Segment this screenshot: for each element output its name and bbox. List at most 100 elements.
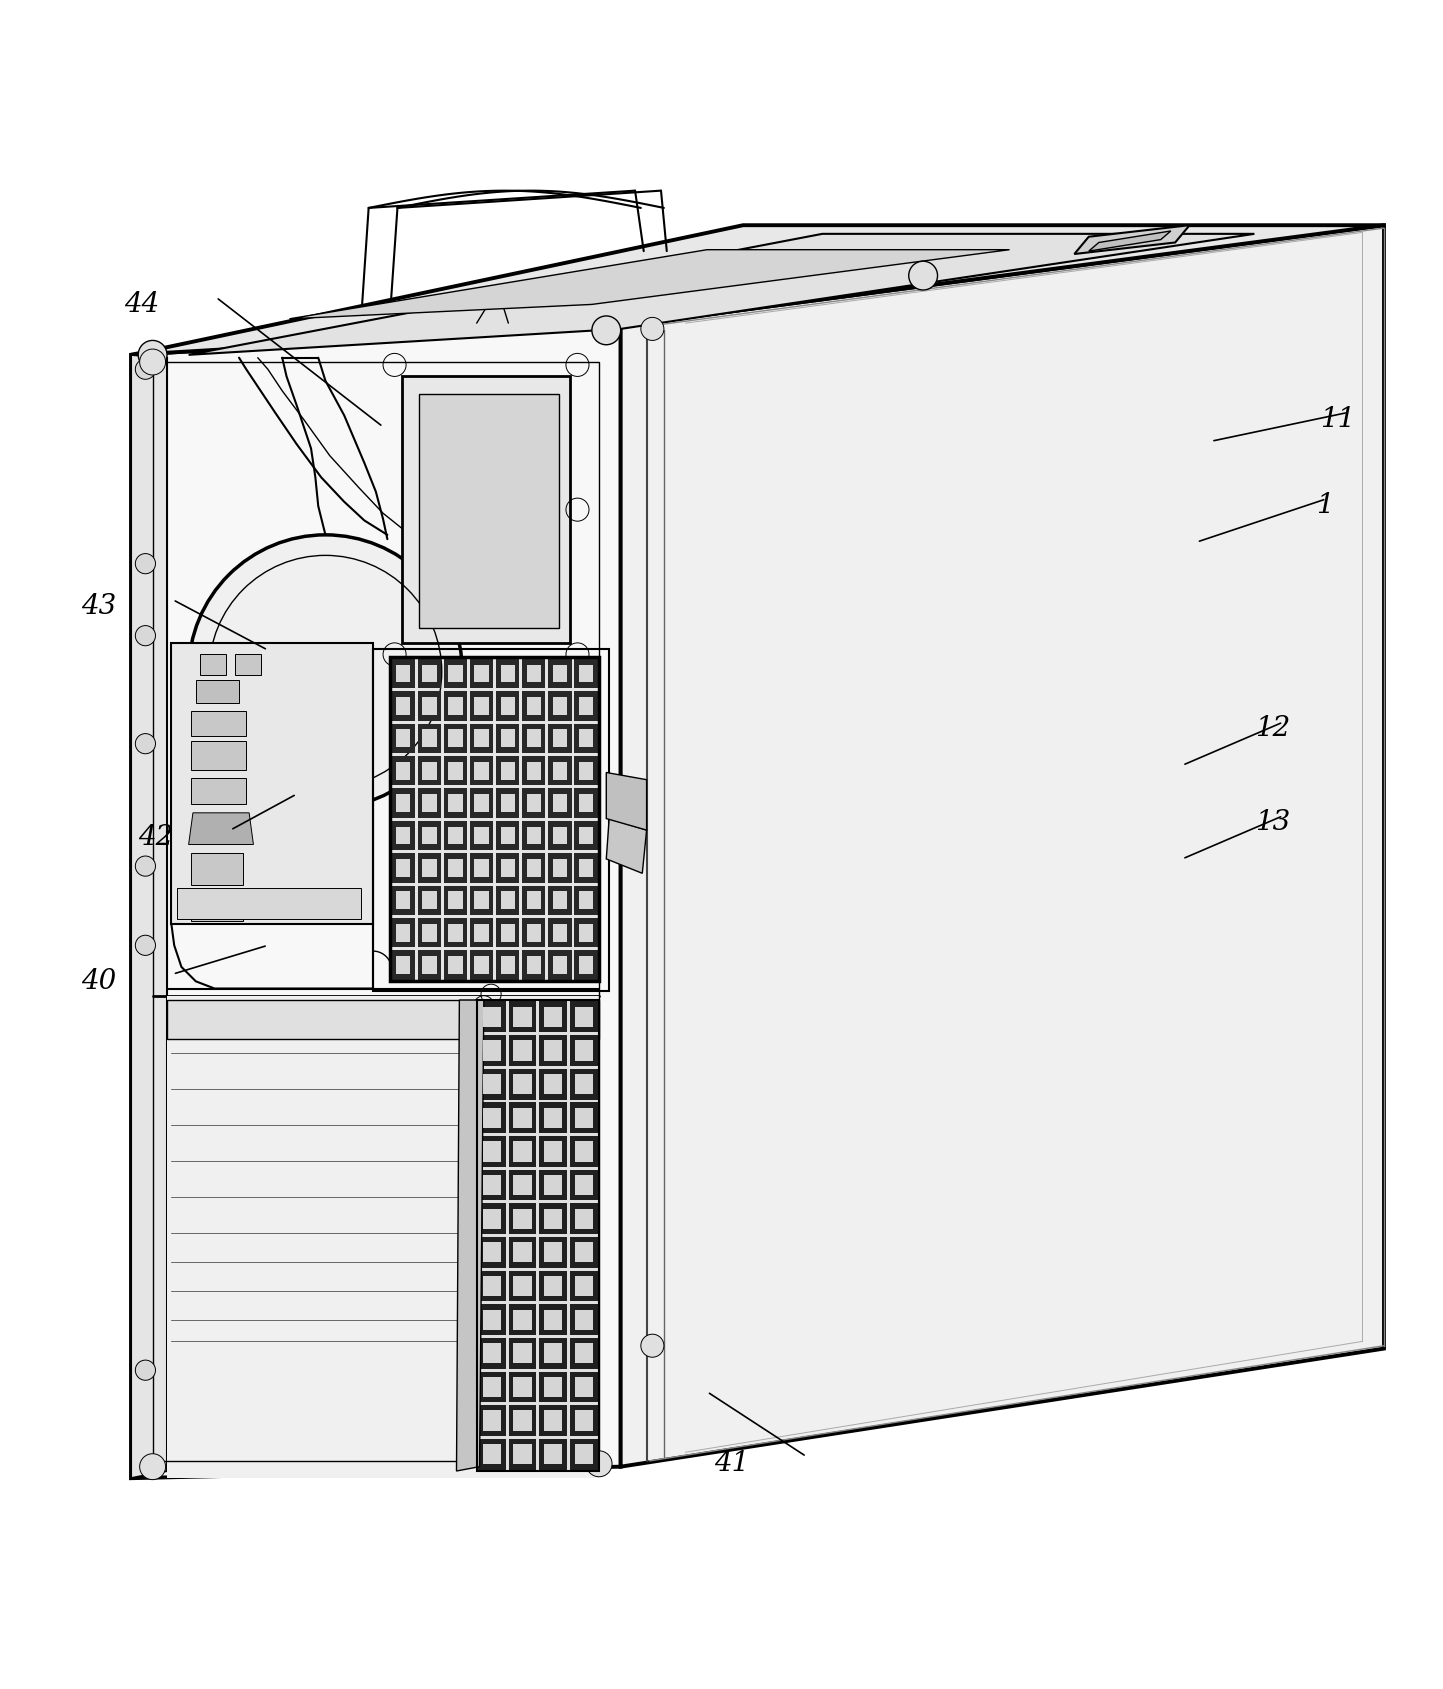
Bar (444, 757, 468, 785)
Bar (397, 730, 410, 747)
Bar (527, 664, 541, 682)
Bar (470, 691, 494, 721)
Bar (423, 762, 437, 780)
Bar (496, 821, 519, 850)
Bar (478, 1371, 506, 1402)
Bar (397, 826, 410, 844)
Bar (192, 853, 244, 885)
Bar (548, 885, 571, 915)
Bar (514, 1040, 532, 1061)
Bar (470, 659, 494, 687)
Bar (509, 1338, 537, 1368)
Bar (483, 1007, 501, 1027)
Bar (391, 951, 416, 980)
Bar (418, 951, 442, 980)
Bar (483, 1444, 501, 1464)
Bar (501, 664, 515, 682)
Bar (574, 757, 597, 785)
Bar (501, 730, 515, 747)
Bar (470, 789, 494, 817)
Bar (470, 885, 494, 915)
Polygon shape (131, 355, 167, 1478)
Bar (522, 821, 545, 850)
Bar (514, 1275, 532, 1295)
Bar (540, 1170, 567, 1201)
Bar (553, 698, 567, 714)
Bar (496, 659, 519, 687)
Bar (201, 654, 227, 674)
Bar (514, 1309, 532, 1329)
Bar (444, 917, 468, 948)
Bar (418, 853, 442, 883)
Bar (509, 1270, 537, 1301)
Text: 13: 13 (1255, 809, 1290, 836)
Bar (478, 1439, 506, 1469)
Bar (475, 956, 489, 975)
Bar (397, 860, 410, 877)
Circle shape (136, 554, 156, 574)
Bar (574, 885, 597, 915)
Bar (483, 1108, 501, 1128)
Bar (579, 860, 593, 877)
Polygon shape (606, 819, 646, 873)
Bar (548, 789, 571, 817)
Bar (501, 860, 515, 877)
Bar (579, 664, 593, 682)
Bar (509, 1304, 537, 1334)
Bar (423, 860, 437, 877)
Bar (501, 794, 515, 812)
Bar (444, 789, 468, 817)
Bar (574, 1142, 593, 1162)
Bar (544, 1007, 563, 1027)
Circle shape (136, 733, 156, 753)
Circle shape (136, 936, 156, 956)
Bar (570, 1371, 597, 1402)
Bar (496, 723, 519, 753)
Bar (553, 664, 567, 682)
Bar (522, 659, 545, 687)
Polygon shape (1089, 231, 1170, 252)
Bar (570, 1170, 597, 1201)
Bar (475, 924, 489, 942)
Text: 11: 11 (1320, 405, 1355, 432)
Bar (527, 860, 541, 877)
Bar (522, 757, 545, 785)
Polygon shape (620, 225, 1384, 1466)
Bar (527, 956, 541, 975)
Bar (444, 853, 468, 883)
Circle shape (136, 625, 156, 645)
Bar (418, 789, 442, 817)
Bar (444, 885, 468, 915)
Bar (470, 951, 494, 980)
Polygon shape (172, 644, 372, 924)
Polygon shape (290, 250, 1010, 319)
Bar (527, 826, 541, 844)
Bar (553, 826, 567, 844)
Bar (514, 1108, 532, 1128)
Bar (574, 951, 597, 980)
Bar (449, 794, 463, 812)
Bar (544, 1176, 563, 1196)
Bar (444, 691, 468, 721)
Bar (478, 1137, 506, 1167)
Bar (527, 892, 541, 909)
Bar (478, 1170, 506, 1201)
Bar (475, 762, 489, 780)
Bar (540, 1439, 567, 1469)
Bar (509, 1002, 537, 1032)
Bar (444, 723, 468, 753)
Bar (496, 917, 519, 948)
Bar (570, 1304, 597, 1334)
Bar (418, 917, 442, 948)
Bar (514, 1074, 532, 1094)
Bar (544, 1209, 563, 1230)
Bar (579, 892, 593, 909)
Bar (574, 1074, 593, 1094)
Bar (470, 917, 494, 948)
Bar (444, 821, 468, 850)
Text: 40: 40 (81, 968, 115, 995)
Bar (391, 757, 416, 785)
Circle shape (136, 360, 156, 380)
Bar (423, 664, 437, 682)
Bar (444, 951, 468, 980)
